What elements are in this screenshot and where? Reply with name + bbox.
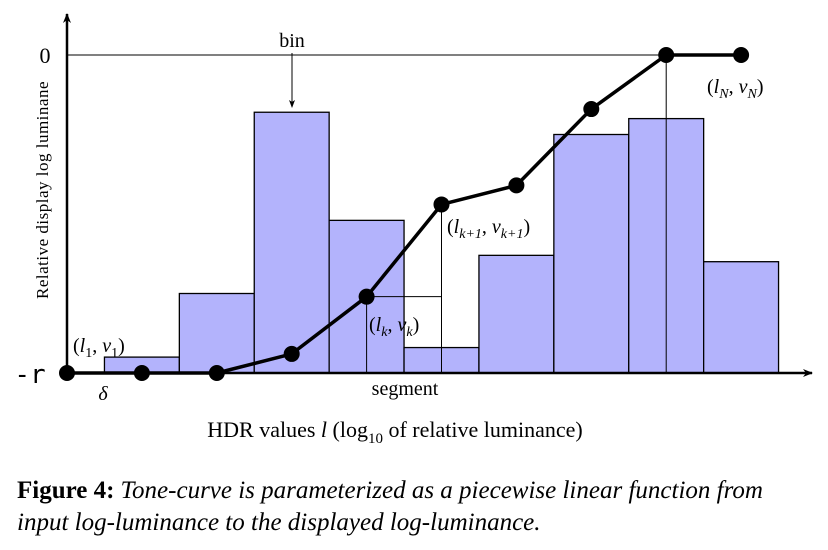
- label-l-sub: 1: [85, 346, 92, 361]
- label-l: l: [376, 314, 382, 336]
- x-label-sub: 10: [368, 431, 383, 447]
- x-label-pre: HDR values: [207, 417, 321, 442]
- control-point-1: [59, 365, 75, 381]
- label-l: l: [454, 216, 460, 238]
- label-comma: ,: [729, 76, 739, 98]
- label-v: v: [739, 76, 748, 98]
- y-tick-zero: 0: [40, 43, 51, 68]
- point-label-l1-v1: (l1, v1): [73, 335, 125, 361]
- label-v: v: [397, 314, 406, 336]
- label-l-sub: k+1: [459, 227, 482, 242]
- point-label-lk-vk: (lk, vk): [369, 314, 419, 340]
- paren-close: ): [413, 314, 420, 336]
- label-l-sub: N: [718, 87, 729, 102]
- label-v-sub: 1: [111, 346, 118, 361]
- segment-guides: [366, 55, 667, 373]
- paren-open: (: [707, 76, 714, 98]
- label-l: l: [714, 76, 720, 98]
- x-axis-label: HDR values l (log10 of relative luminanc…: [207, 417, 582, 447]
- x-label-mid: (log: [327, 417, 368, 442]
- figure-caption: Figure 4: Tone-curve is parameterized as …: [17, 475, 817, 539]
- x-label-post: of relative luminance): [383, 417, 583, 442]
- control-point-8: [583, 101, 600, 118]
- segment-label: segment: [372, 378, 439, 400]
- x-label-var: l: [321, 417, 327, 442]
- paren-open: (: [73, 335, 80, 357]
- control-point-7: [508, 177, 525, 194]
- y-axis-label: Relative display log luminane: [33, 81, 52, 299]
- control-point-10: [733, 47, 750, 63]
- control-point-4: [283, 345, 300, 362]
- y-tick-minus-r: -r: [14, 360, 45, 390]
- label-v-sub: N: [746, 87, 757, 102]
- point-label-lk1-vk1: (lk+1, vk+1): [447, 216, 530, 242]
- paren-close: ): [523, 216, 530, 238]
- histogram-bin-9: [703, 261, 780, 374]
- histogram-bin-7: [553, 133, 630, 374]
- paren-close: ): [118, 335, 125, 357]
- label-v-sub: k+1: [501, 227, 524, 242]
- tone-curve-diagram: bin 0 -r δ segment Relative display log …: [14, 13, 813, 447]
- caption-label: Figure 4:: [17, 477, 115, 504]
- control-point-6: [433, 196, 450, 213]
- label-v: v: [102, 335, 111, 357]
- control-point-5: [358, 288, 375, 305]
- label-l-sub: k: [381, 325, 388, 340]
- bin-label: bin: [279, 30, 305, 52]
- control-point-9: [658, 47, 675, 63]
- tone-curve: [59, 47, 750, 381]
- paren-open: (: [447, 216, 454, 238]
- delta-label: δ: [98, 383, 108, 405]
- point-labels: (l1, v1)(lk, vk)(lk+1, vk+1)(lN, vN): [73, 76, 763, 361]
- histogram-bin-2: [178, 292, 255, 374]
- label-v-sub: k: [406, 325, 413, 340]
- paren-open: (: [369, 314, 376, 336]
- label-comma: ,: [387, 314, 397, 336]
- histogram-bin-3: [253, 111, 330, 374]
- tone-curve-line: [67, 53, 742, 375]
- label-comma: ,: [482, 216, 492, 238]
- control-point-3: [208, 365, 225, 381]
- control-point-2: [133, 365, 150, 381]
- histogram-bin-6: [478, 254, 555, 374]
- label-l: l: [80, 335, 86, 357]
- paren-close: ): [757, 76, 764, 98]
- label-v: v: [492, 216, 501, 238]
- label-comma: ,: [92, 335, 102, 357]
- point-label-lN-vN: (lN, vN): [707, 76, 763, 102]
- caption-text: Tone-curve is parameterized as a piecewi…: [17, 477, 763, 536]
